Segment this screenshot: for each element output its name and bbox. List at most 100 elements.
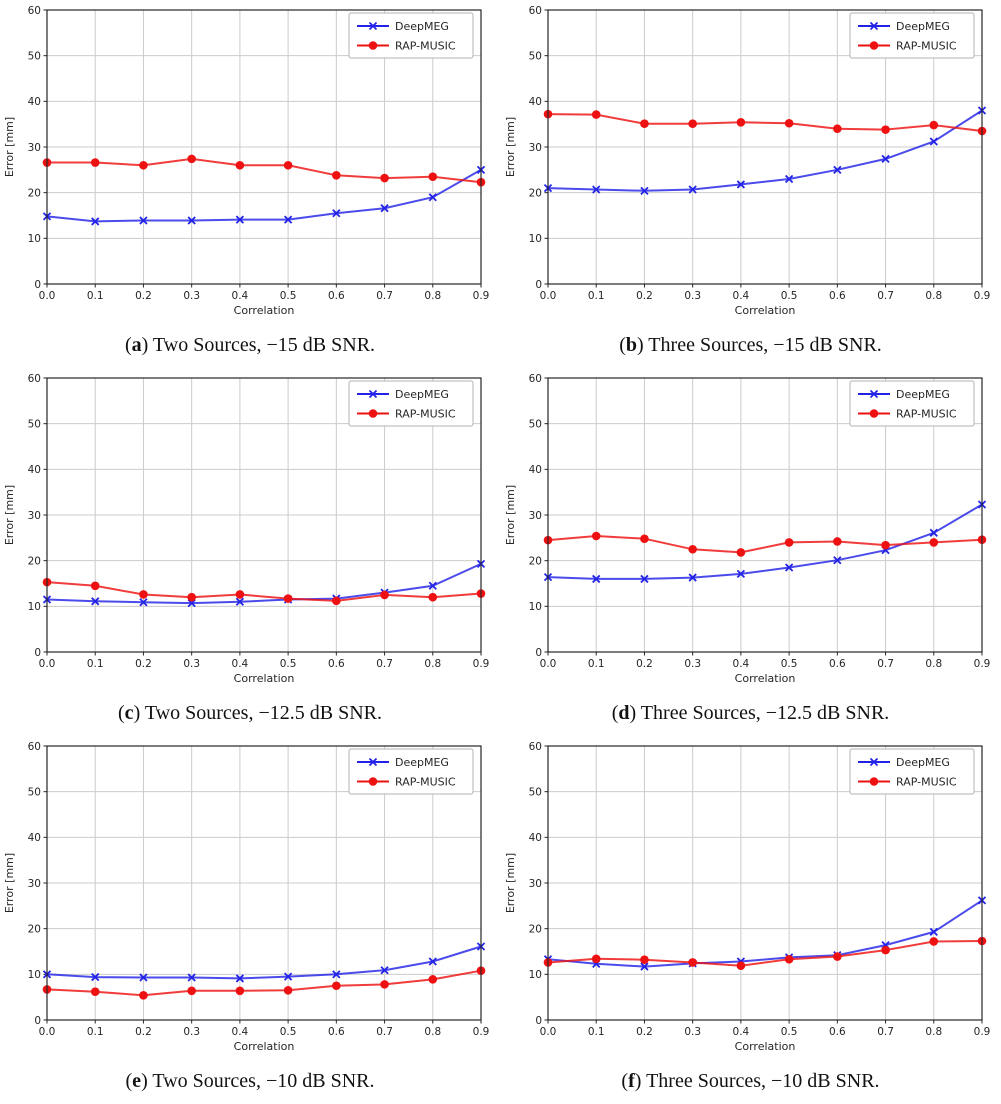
legend-label: RAP-MUSIC [395, 776, 456, 789]
y-tick-label: 50 [528, 50, 541, 62]
series-deepmeg [543, 106, 986, 195]
x-tick-label: 0.2 [135, 290, 152, 302]
caption-paren: ( [621, 1070, 629, 1092]
y-axis-label: Error [mm] [3, 853, 16, 913]
data-point [687, 958, 697, 967]
legend-box [348, 12, 474, 59]
legend: DeepMEG RAP-MUSIC [849, 380, 974, 427]
x-axis-label: Correlation [234, 672, 295, 685]
data-point [880, 540, 890, 550]
data-point [283, 594, 293, 603]
y-tick-label: 50 [528, 786, 541, 798]
series-deepmeg [42, 559, 486, 608]
y-tick-label: 20 [528, 555, 541, 567]
legend-box [849, 748, 974, 795]
x-tick-label: 0.0 [539, 1026, 556, 1038]
x-tick-label: 0.7 [877, 290, 894, 302]
y-tick-label: 20 [28, 555, 41, 567]
x-tick-label: 0.7 [877, 658, 894, 670]
data-point [139, 590, 148, 599]
y-tick-label: 50 [28, 786, 41, 798]
legend-marker [869, 409, 878, 418]
data-point [591, 954, 601, 964]
data-point [687, 119, 697, 129]
plot-border [46, 9, 482, 285]
x-tick-label: 0.3 [183, 658, 200, 670]
data-point [591, 110, 601, 119]
data-point [90, 581, 100, 591]
y-tick-label: 40 [28, 96, 41, 108]
caption-paren: ) [141, 1070, 148, 1092]
x-tick-label: 0.4 [732, 290, 749, 302]
legend-marker [368, 409, 378, 418]
data-point [139, 160, 148, 170]
series-rap-music [543, 531, 986, 557]
y-axis-label: Error [mm] [504, 853, 517, 913]
x-tick-label: 0.5 [280, 1026, 297, 1038]
y-tick-label: 10 [28, 601, 41, 613]
data-point [832, 124, 842, 134]
panel-c: 0.0 0.1 0.2 0.3 0.4 0.5 0.6 0.7 0.8 0.9 0 10 20 30 40 5… [0, 368, 500, 736]
x-tick-label: 0.8 [925, 290, 942, 302]
y-tick-label: 10 [528, 601, 541, 613]
y-tick-label: 50 [28, 418, 41, 430]
y-axis-label: Error [mm] [3, 117, 16, 177]
data-point [380, 590, 389, 600]
series-line [46, 945, 482, 980]
legend-label: DeepMEG [896, 20, 950, 33]
x-tick-label: 0.3 [183, 290, 200, 302]
x-tick-label: 0.8 [424, 290, 441, 302]
x-axis-label: Correlation [734, 304, 795, 317]
x-tick-label: 0.1 [87, 658, 104, 670]
caption-paren: ) [629, 702, 637, 724]
data-point [928, 120, 938, 130]
legend-label: RAP-MUSIC [896, 776, 957, 789]
chart-two-sources-minus10db: 0.0 0.1 0.2 0.3 0.4 0.5 0.6 0.7 0.8 0.9 0 10 20 30 40 5… [3, 741, 490, 1053]
x-axis-label: Correlation [234, 304, 295, 317]
x-tick-label: 0.5 [280, 658, 297, 670]
x-tick-label: 0.8 [925, 1026, 942, 1038]
x-tick-label: 0.7 [376, 658, 393, 670]
y-tick-label: 40 [28, 832, 41, 844]
data-point [90, 158, 100, 167]
series-rap-music [543, 109, 986, 136]
x-tick-label: 0.8 [424, 1026, 441, 1038]
data-point [139, 991, 148, 1000]
caption-paren: ( [118, 702, 125, 724]
data-point [784, 118, 793, 128]
legend-marker [869, 777, 878, 786]
series-line [46, 969, 482, 997]
series-line [547, 899, 983, 968]
y-tick-label: 20 [528, 187, 541, 199]
x-tick-label: 0.7 [877, 1026, 894, 1038]
data-point [235, 590, 245, 599]
data-point [283, 160, 293, 170]
panel-b: 0.0 0.1 0.2 0.3 0.4 0.5 0.6 0.7 0.8 0.9 0 10 20 30 40 5… [500, 0, 1001, 368]
x-tick-label: 0.4 [232, 1026, 249, 1038]
x-axis-label: Correlation [734, 672, 795, 685]
data-point [639, 119, 649, 129]
axis-ticks: 0.0 0.1 0.2 0.3 0.4 0.5 0.6 0.7 0.8 0.9 0 10 20 30 40 5… [528, 373, 990, 670]
data-point [332, 171, 341, 180]
y-tick-label: 0 [535, 279, 542, 291]
legend-marker [368, 41, 378, 50]
x-tick-label: 0.5 [780, 1026, 797, 1038]
caption-text: Two Sources, −15 dB SNR. [148, 334, 376, 356]
y-tick-label: 60 [28, 373, 41, 385]
y-tick-label: 30 [528, 142, 541, 154]
y-tick-label: 30 [28, 510, 41, 522]
legend-box [849, 12, 974, 59]
data-point [428, 592, 438, 602]
plot-border [546, 745, 983, 1021]
y-tick-label: 10 [528, 969, 541, 981]
plot-border [46, 377, 482, 653]
x-tick-label: 0.4 [732, 1026, 749, 1038]
y-axis-label: Error [mm] [504, 485, 517, 545]
axis-ticks: 0.0 0.1 0.2 0.3 0.4 0.5 0.6 0.7 0.8 0.9 0 10 20 30 40 5… [28, 741, 490, 1038]
series-rap-music [543, 936, 986, 970]
data-point [784, 538, 793, 547]
y-tick-label: 0 [34, 1015, 41, 1027]
y-tick-label: 50 [528, 418, 541, 430]
caption-paren: ( [125, 1070, 133, 1092]
